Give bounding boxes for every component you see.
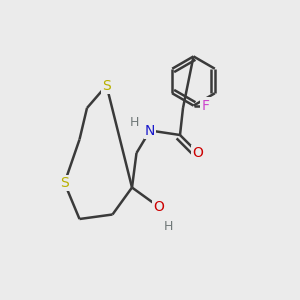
Text: O: O [193, 146, 203, 160]
Text: O: O [154, 200, 164, 214]
Text: H: H [130, 116, 139, 130]
Text: N: N [145, 124, 155, 137]
Text: S: S [60, 176, 69, 190]
Text: F: F [202, 99, 209, 112]
Text: S: S [102, 79, 111, 92]
Text: H: H [163, 220, 173, 233]
